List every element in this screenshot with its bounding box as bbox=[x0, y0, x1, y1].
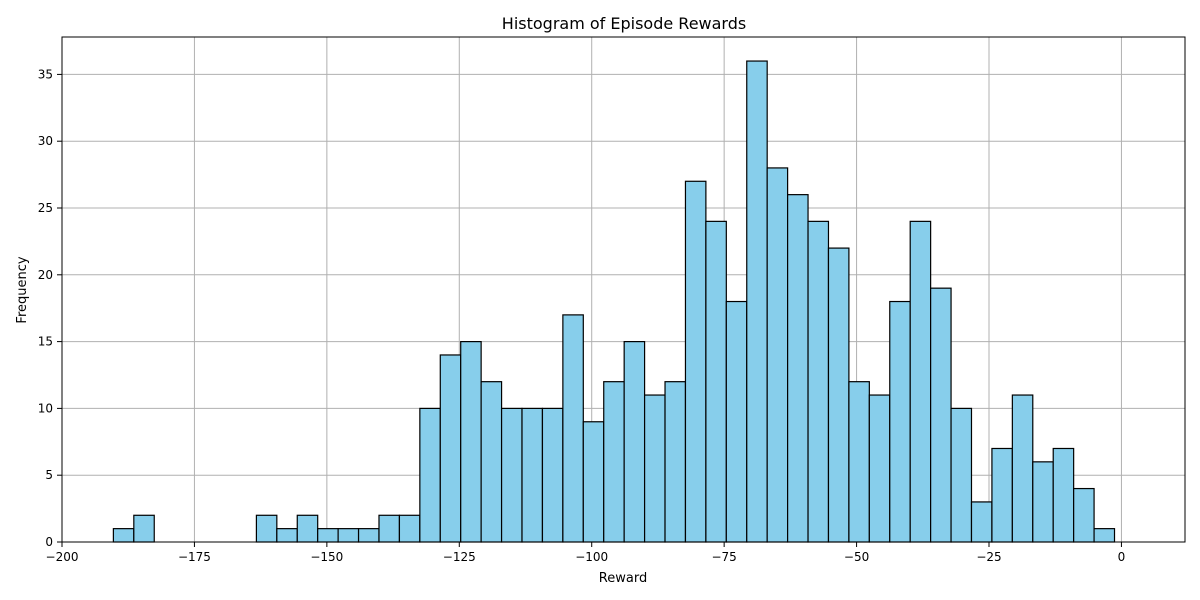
plot-frame bbox=[61, 36, 1186, 543]
histogram-bar bbox=[827, 247, 850, 543]
histogram-bar bbox=[133, 514, 155, 543]
x-tick-label: −150 bbox=[310, 550, 343, 564]
histogram-bar bbox=[317, 528, 339, 543]
histogram-bar bbox=[378, 514, 401, 543]
histogram-bar bbox=[643, 394, 666, 543]
histogram-bar bbox=[991, 447, 1013, 543]
x-tick-label: −25 bbox=[976, 550, 1001, 564]
x-tick-label: −75 bbox=[711, 550, 736, 564]
x-tick-label: −125 bbox=[443, 550, 476, 564]
histogram-bar bbox=[909, 220, 932, 543]
histogram-bar bbox=[460, 341, 482, 543]
y-axis-label: Frequency bbox=[15, 256, 30, 323]
x-tick-label: −50 bbox=[844, 550, 869, 564]
histogram-bar bbox=[562, 314, 584, 543]
histogram-bar bbox=[725, 300, 748, 543]
histogram-bar bbox=[807, 220, 830, 543]
histogram-bar bbox=[746, 60, 768, 543]
histogram-bar bbox=[705, 220, 727, 543]
histogram-bar bbox=[1093, 528, 1116, 543]
histogram-bar bbox=[439, 354, 462, 543]
axis-ticks: −200 −175 −150 −125 −100 −75 −50 −25 0 0 5 10 15 20 25… bbox=[38, 67, 1126, 564]
histogram-bar bbox=[603, 381, 625, 543]
y-tick-label: 25 bbox=[38, 201, 53, 215]
histogram-bars bbox=[112, 60, 1116, 543]
y-tick-label: 30 bbox=[38, 134, 53, 148]
y-tick-label: 35 bbox=[38, 67, 53, 81]
histogram-bar bbox=[419, 407, 441, 543]
histogram-bar bbox=[357, 528, 380, 543]
histogram-bar bbox=[500, 407, 523, 543]
histogram-bar bbox=[1032, 461, 1054, 543]
y-tick-label: 0 bbox=[45, 535, 53, 549]
histogram-bar bbox=[623, 341, 646, 543]
histogram-bar bbox=[930, 287, 952, 543]
histogram-bar bbox=[950, 407, 973, 543]
histogram-bar bbox=[664, 381, 687, 543]
histogram-bar bbox=[337, 528, 360, 543]
x-tick-label: 0 bbox=[1118, 550, 1126, 564]
histogram-bar bbox=[970, 501, 993, 543]
histogram-bar bbox=[255, 514, 278, 543]
histogram-bar bbox=[1011, 394, 1034, 543]
histogram-bar bbox=[766, 167, 789, 543]
histogram-bar bbox=[848, 381, 870, 543]
histogram-bar bbox=[112, 528, 135, 543]
histogram-bar bbox=[1073, 487, 1095, 543]
histogram-bar bbox=[541, 407, 564, 543]
histogram-bar bbox=[889, 300, 911, 543]
histogram-bar bbox=[398, 514, 421, 543]
y-tick-label: 5 bbox=[45, 468, 53, 482]
histogram-bar bbox=[521, 407, 544, 543]
histogram-bar bbox=[868, 394, 891, 543]
x-axis-label: Reward bbox=[599, 571, 647, 586]
histogram-bar bbox=[480, 381, 503, 543]
x-tick-label: −100 bbox=[575, 550, 608, 564]
x-tick-label: −200 bbox=[46, 550, 79, 564]
y-tick-label: 15 bbox=[38, 335, 53, 349]
histogram-bar bbox=[1052, 447, 1075, 543]
chart-title: Histogram of Episode Rewards bbox=[502, 14, 746, 33]
histogram-bar bbox=[684, 180, 707, 543]
x-tick-label: −175 bbox=[178, 550, 211, 564]
y-tick-label: 10 bbox=[38, 401, 53, 415]
histogram-bar bbox=[276, 528, 298, 543]
y-tick-label: 20 bbox=[38, 268, 53, 282]
histogram-bar bbox=[787, 194, 809, 543]
histogram-bar bbox=[296, 514, 319, 543]
histogram-bar bbox=[582, 421, 605, 543]
